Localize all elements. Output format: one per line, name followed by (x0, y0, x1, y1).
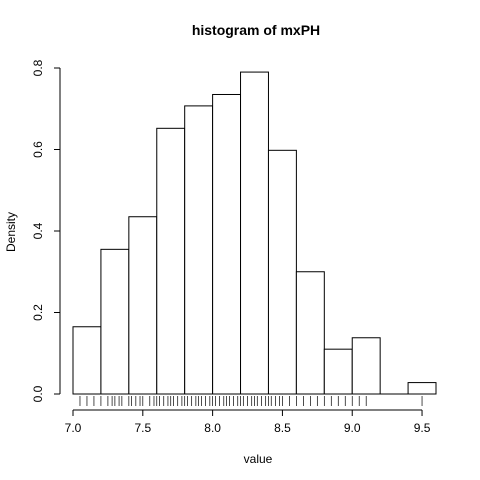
y-tick-label: 0.2 (31, 304, 45, 321)
x-axis-label: value (244, 452, 273, 466)
bars-layer (73, 72, 436, 394)
histogram-bar-5 (213, 94, 241, 394)
y-axis-label: Density (4, 212, 18, 252)
x-tick-label: 9.5 (414, 421, 431, 435)
x-tick-label: 9.0 (344, 421, 361, 435)
x-axis: 7.0 7.5 8.0 8.5 9.0 9.5 (65, 410, 431, 435)
histogram-bar-3 (157, 128, 185, 394)
y-axis: 0.0 0.2 0.4 0.6 0.8 (31, 59, 60, 402)
histogram-bar-6 (241, 72, 269, 394)
y-tick-label: 0.4 (31, 222, 45, 239)
x-tick-label: 8.5 (274, 421, 291, 435)
x-tick-label: 8.0 (204, 421, 221, 435)
rug-layer (80, 396, 422, 406)
histogram-bar-10 (352, 338, 380, 394)
histogram-bar-0 (73, 327, 101, 394)
histogram-bar-1 (101, 249, 129, 394)
histogram-bar-12 (408, 383, 436, 394)
y-tick-label: 0.8 (31, 59, 45, 76)
chart-title: histogram of mxPH (192, 22, 320, 38)
histogram-bar-2 (129, 217, 157, 394)
histogram-bar-4 (185, 106, 213, 394)
histogram-bar-7 (268, 150, 296, 394)
x-tick-label: 7.0 (65, 421, 82, 435)
histogram-bar-8 (296, 272, 324, 394)
histogram-bar-9 (324, 349, 352, 394)
x-tick-label: 7.5 (134, 421, 151, 435)
y-tick-label: 0.0 (31, 385, 45, 402)
y-tick-label: 0.6 (31, 141, 45, 158)
